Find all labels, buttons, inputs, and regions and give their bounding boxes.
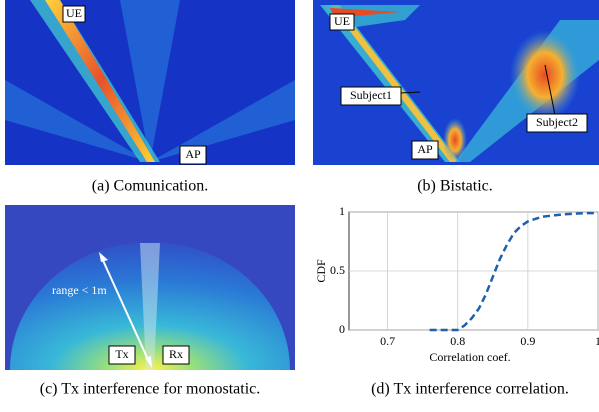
- heatmap-c: range < 1m Tx Rx: [5, 205, 295, 370]
- caption: (b) Bistatic.: [417, 178, 493, 195]
- heatmap-a: UE AP: [5, 0, 295, 165]
- label: Subject1: [350, 88, 392, 102]
- label: UE: [66, 6, 82, 20]
- y-tick-label: 0: [339, 322, 345, 336]
- x-axis-label: Correlation coef.: [429, 350, 510, 364]
- x-tick-label: 0.8: [450, 334, 465, 348]
- y-tick-label: 1: [339, 204, 345, 218]
- x-tick-label: 0.7: [380, 334, 395, 348]
- caption: (a) Comunication.: [92, 178, 208, 195]
- caption: (c) Tx interference for monostatic.: [40, 381, 261, 398]
- y-tick-label: 0.5: [330, 263, 345, 277]
- annotation: range < 1m: [52, 283, 107, 297]
- label: Rx: [169, 347, 183, 361]
- label: UE: [334, 14, 350, 28]
- chart: Correlation coef. CDF 0.7 0.8 0.9 1 0 0.5 1: [314, 204, 599, 364]
- y-axis-label: CDF: [314, 259, 328, 283]
- label: AP: [185, 147, 201, 161]
- heatmap-b: UE Subject1 Subject2 AP: [313, 0, 599, 165]
- label: AP: [417, 142, 433, 156]
- x-tick-label: 0.9: [520, 334, 535, 348]
- label: Subject2: [536, 115, 578, 129]
- caption: (d) Tx interference correlation.: [371, 381, 569, 398]
- label: Tx: [115, 347, 128, 361]
- x-tick-label: 1: [595, 334, 599, 348]
